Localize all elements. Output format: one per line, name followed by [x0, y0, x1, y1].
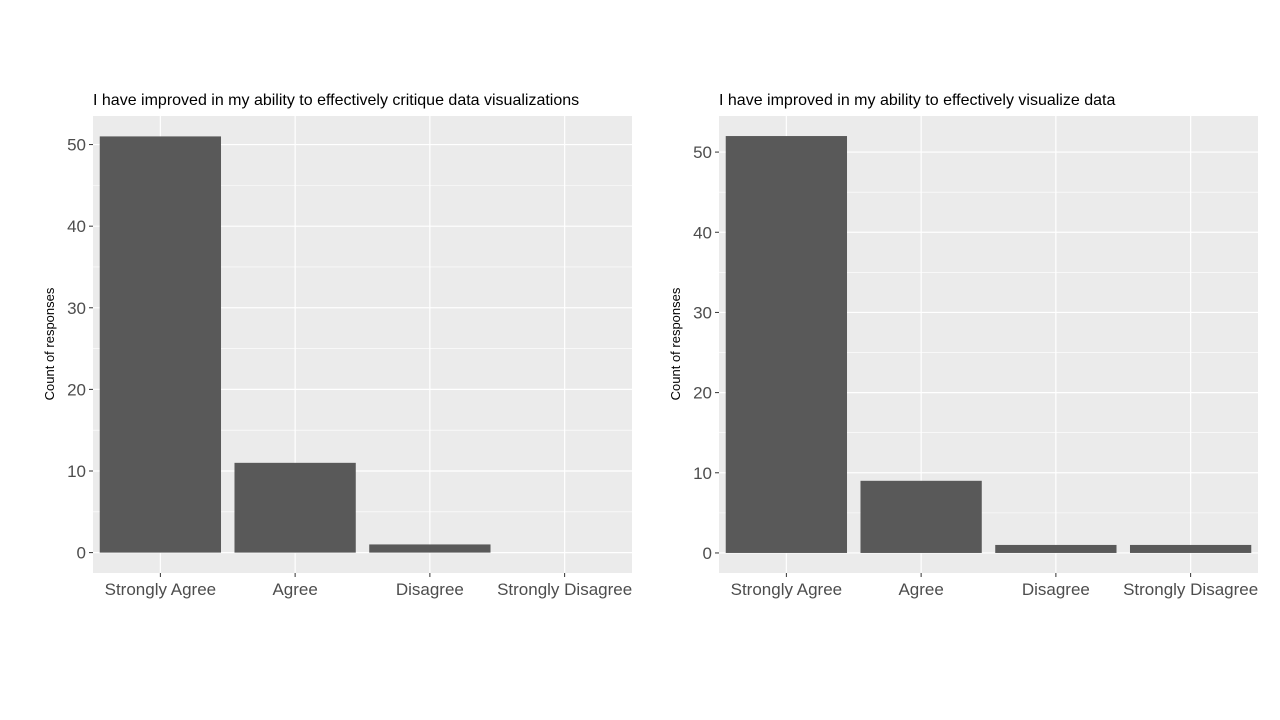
y-tick-label: 30	[67, 299, 86, 318]
x-tick-label: Strongly Agree	[105, 580, 217, 599]
x-tick-label: Strongly Disagree	[1123, 580, 1258, 599]
y-tick-label: 20	[67, 380, 86, 399]
x-tick-label: Agree	[272, 580, 317, 599]
y-axis-label: Count of responses	[668, 287, 683, 400]
y-tick-label: 20	[693, 384, 712, 403]
bar	[725, 136, 848, 553]
y-tick-label: 10	[67, 462, 86, 481]
x-tick-label: Strongly Agree	[731, 580, 843, 599]
bar	[369, 544, 491, 553]
chart-right-svg: I have improved in my ability to effecti…	[668, 92, 1258, 599]
bar	[1129, 544, 1252, 553]
chart-title: I have improved in my ability to effecti…	[719, 92, 1115, 109]
plot-area: 0 10 20 30 40 50 Strongly Agree Agree Disagree St…	[67, 116, 632, 599]
y-tick-label: 0	[77, 544, 86, 563]
y-tick-label: 30	[693, 303, 712, 322]
x-tick-label: Strongly Disagree	[497, 580, 632, 599]
bar	[99, 136, 222, 553]
x-tick-label: Agree	[898, 580, 943, 599]
plot-area: 0 10 20 30 40 50 Strongly Agree Agree Disagree St…	[693, 116, 1258, 599]
y-tick-label: 0	[703, 544, 712, 563]
bar	[234, 462, 356, 553]
y-tick-label: 50	[67, 136, 86, 155]
y-tick-label: 40	[693, 223, 712, 242]
y-tick-label: 50	[693, 143, 712, 162]
x-tick-label: Disagree	[1022, 580, 1090, 599]
y-tick-label: 40	[67, 217, 86, 236]
x-tick-label: Disagree	[396, 580, 464, 599]
bar	[860, 480, 982, 553]
chart-right: I have improved in my ability to effecti…	[626, 0, 1266, 720]
y-axis-label: Count of responses	[42, 287, 57, 400]
chart-left: I have improved in my ability to effecti…	[42, 92, 632, 599]
chart-left-svg: I have improved in my ability to effecti…	[42, 92, 632, 599]
chart-title: I have improved in my ability to effecti…	[93, 92, 579, 109]
bar	[995, 544, 1117, 553]
y-tick-label: 10	[693, 464, 712, 483]
